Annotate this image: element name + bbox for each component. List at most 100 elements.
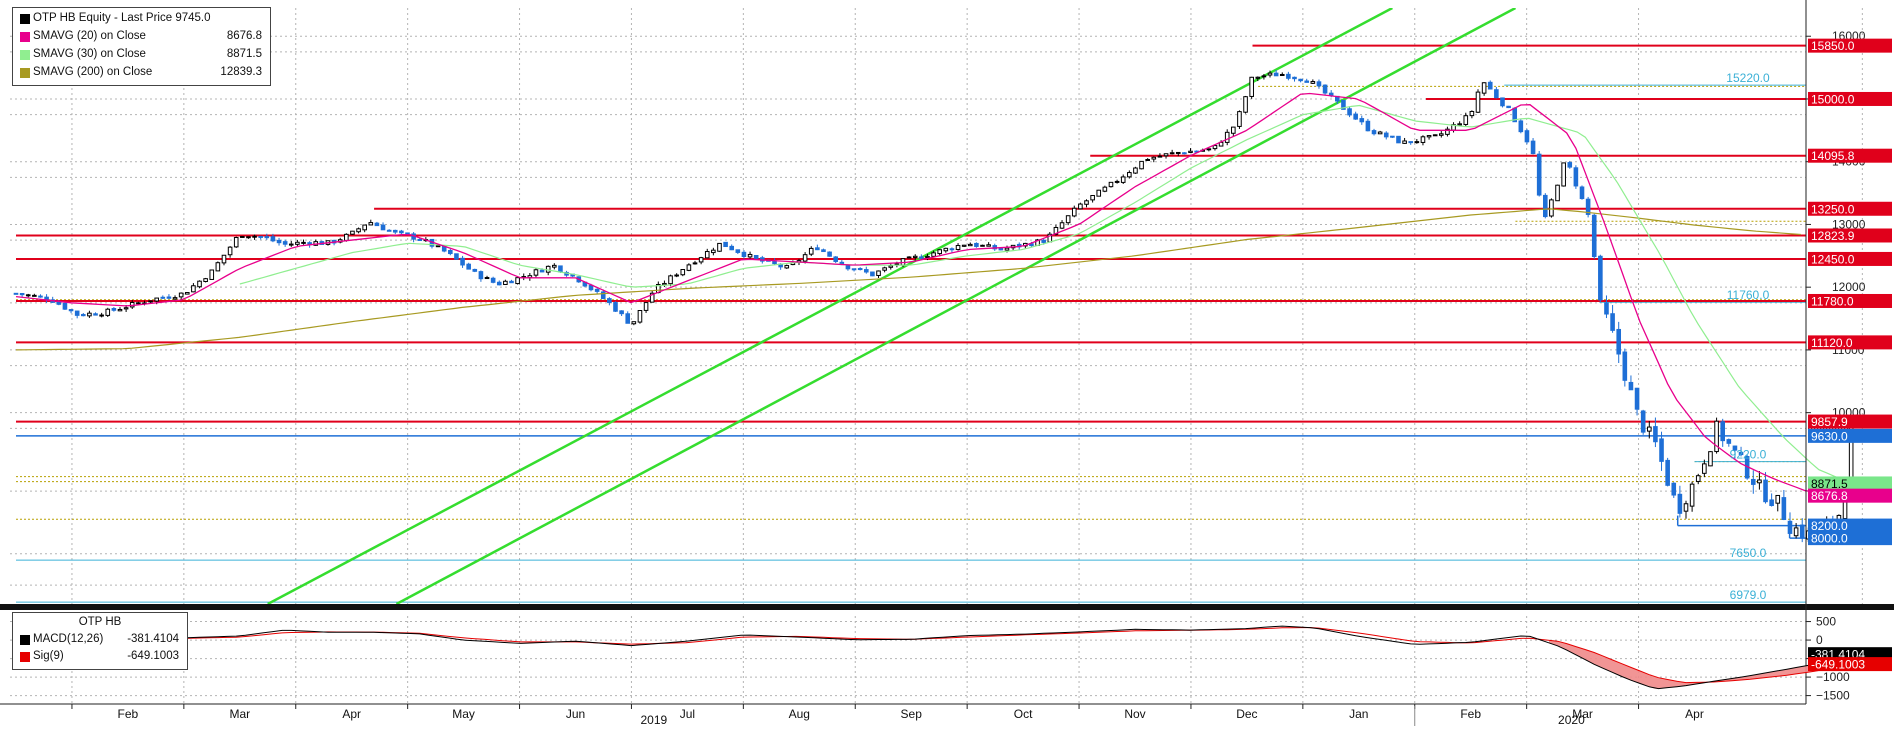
candle-body bbox=[863, 269, 869, 273]
candle-body bbox=[227, 246, 233, 256]
sma30-line bbox=[239, 104, 1852, 484]
candle-body bbox=[1640, 410, 1646, 433]
candle-body bbox=[1139, 160, 1144, 170]
candle-body bbox=[435, 245, 441, 248]
candle-body bbox=[123, 307, 129, 310]
candle-body bbox=[919, 256, 924, 259]
candle-body bbox=[925, 255, 930, 259]
candle-body bbox=[490, 277, 496, 283]
macd-signal-fill bbox=[1549, 640, 1852, 689]
level-label-bg bbox=[1808, 414, 1892, 429]
candle-body bbox=[1757, 479, 1762, 484]
level-label: 8000.0 bbox=[1811, 532, 1848, 546]
candle-body bbox=[1665, 459, 1670, 486]
candle-body bbox=[356, 228, 361, 233]
candle-body bbox=[1708, 451, 1713, 467]
candle-body bbox=[509, 280, 514, 284]
candle-body bbox=[276, 239, 282, 244]
candle-body bbox=[1224, 131, 1230, 143]
candle-body bbox=[1157, 155, 1163, 158]
level-label-bg bbox=[1808, 38, 1892, 53]
panel-separator bbox=[0, 604, 1894, 610]
candle-body bbox=[1096, 189, 1102, 197]
month-label: Aug bbox=[789, 707, 810, 721]
level-label-bg bbox=[1808, 201, 1892, 216]
candle-body bbox=[1341, 99, 1346, 110]
candle-body bbox=[1646, 426, 1652, 432]
candle-body bbox=[1439, 133, 1444, 136]
month-label: Jan bbox=[1349, 707, 1368, 721]
annotation-label: 11760.0 bbox=[1727, 288, 1770, 302]
candle-body bbox=[264, 236, 270, 239]
candle-body bbox=[674, 274, 679, 277]
candle-body bbox=[380, 224, 386, 231]
trend-layer bbox=[267, 8, 1517, 604]
year-label: 2020 bbox=[1558, 713, 1585, 726]
candle-body bbox=[986, 244, 991, 247]
candle-body bbox=[1053, 226, 1059, 235]
candle-body bbox=[1506, 105, 1511, 109]
candle-body bbox=[246, 236, 251, 239]
candle-body bbox=[735, 249, 741, 253]
candle-body bbox=[753, 254, 759, 259]
candle-body bbox=[221, 254, 227, 264]
candle-body bbox=[1310, 81, 1316, 84]
candle-body bbox=[1078, 203, 1083, 210]
candle-body bbox=[19, 292, 25, 296]
candle-body bbox=[1151, 156, 1157, 160]
signal-legend-label: Sig(9) bbox=[33, 650, 64, 662]
candle-body bbox=[166, 296, 172, 299]
candle-body bbox=[386, 229, 392, 232]
candle-body bbox=[1549, 199, 1554, 217]
legend-title-value: 9745.0 bbox=[175, 12, 211, 24]
candle-body bbox=[1237, 111, 1242, 127]
candle-body bbox=[833, 256, 839, 262]
candle-body bbox=[1799, 524, 1805, 539]
candle-body bbox=[643, 302, 649, 311]
candle-body bbox=[191, 285, 196, 293]
candle-body bbox=[729, 245, 735, 251]
candle-body bbox=[931, 252, 936, 257]
candle-body bbox=[472, 268, 478, 272]
candle-body bbox=[711, 249, 716, 254]
candle-body bbox=[392, 229, 398, 233]
candle-body bbox=[955, 245, 961, 251]
price-tick-label: 12000 bbox=[1832, 280, 1866, 294]
candle-body bbox=[1071, 207, 1077, 217]
candle-body bbox=[478, 271, 484, 280]
candle-body bbox=[209, 269, 215, 280]
candle-body bbox=[258, 235, 263, 238]
month-label: Oct bbox=[1014, 707, 1033, 721]
level-label-bg bbox=[1808, 148, 1892, 163]
candle-body bbox=[1322, 84, 1328, 94]
candle-body bbox=[607, 298, 612, 304]
candle-body bbox=[912, 255, 918, 258]
candle-body bbox=[448, 250, 453, 255]
candle-body bbox=[1445, 128, 1450, 135]
candle-body bbox=[1420, 136, 1426, 143]
legend-item-sma20-value: 8676.8 bbox=[226, 30, 262, 42]
candle-body bbox=[1304, 80, 1310, 83]
candle-body bbox=[870, 271, 875, 277]
candle-body bbox=[1726, 439, 1732, 444]
candle-body bbox=[1781, 497, 1787, 521]
candle-body bbox=[1390, 135, 1395, 138]
candle-body bbox=[1591, 214, 1597, 258]
candle-body bbox=[38, 295, 43, 298]
candle-body bbox=[1457, 123, 1462, 126]
candle-body bbox=[1561, 162, 1566, 187]
macd-swatch bbox=[20, 635, 30, 645]
candle-body bbox=[888, 265, 894, 268]
level-label: 11120.0 bbox=[1811, 336, 1853, 350]
candle-body bbox=[686, 264, 692, 271]
macd-tick-label: 500 bbox=[1816, 615, 1836, 629]
price-legend: OTP HB Equity - Last Price 9745.0 SMAVG … bbox=[12, 7, 271, 86]
candle-body bbox=[1402, 140, 1407, 144]
candle-body bbox=[148, 300, 153, 303]
signal-legend-value: -649.1003 bbox=[127, 650, 179, 662]
candle-body bbox=[1133, 167, 1138, 174]
candle-body bbox=[1383, 132, 1389, 138]
annotation-label: 15220.0 bbox=[1726, 71, 1770, 85]
level-label: 15850.0 bbox=[1811, 39, 1855, 53]
candle-body bbox=[1298, 78, 1303, 82]
